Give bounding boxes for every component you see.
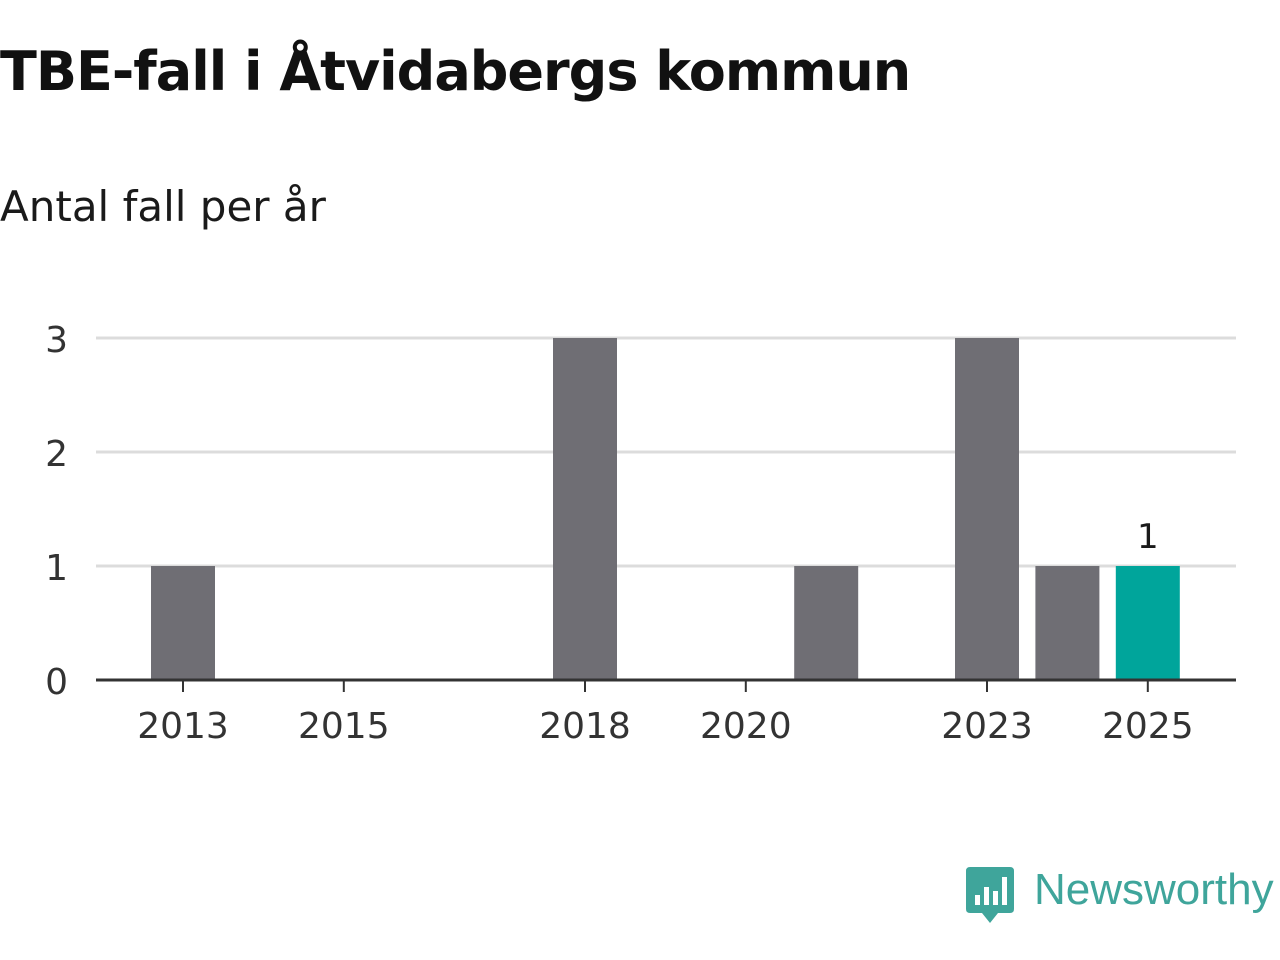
x-tick-label-2018: 2018 [539,706,631,747]
x-tick-label-2020: 2020 [700,706,792,747]
x-tick-label-2025: 2025 [1102,706,1194,747]
bar-2021 [794,566,859,680]
bar-2018 [553,338,617,680]
newsworthy-logo: Newsworthy [964,864,1274,928]
newsworthy-logo-icon [966,867,1014,923]
y-tick-label-0: 0 [45,662,68,703]
bar-2024 [1035,566,1100,680]
gridlines [96,336,1236,568]
chart-title: TBE-fall i Åtvidabergs kommun [0,40,911,103]
x-tick-label-2015: 2015 [298,706,390,747]
x-tick-label-2023: 2023 [941,706,1033,747]
newsworthy-logo-text: Newsworthy [1034,865,1274,914]
bars [151,338,1180,680]
x-axis-ticks: 2013 2015 2018 2020 2023 2025 [137,680,1194,747]
bar-chart: 0 1 2 3 2013 2015 2018 2020 2023 2025 1 [45,320,1236,747]
bar-2025 [1115,566,1180,680]
bar-2013 [151,566,215,680]
y-tick-label-2: 2 [45,434,68,475]
chart-subtitle: Antal fall per år [0,182,326,231]
x-tick-label-2013: 2013 [137,706,229,747]
data-label-2025: 1 [1137,517,1159,557]
data-labels: 1 [1137,517,1159,557]
bar-2023 [955,338,1019,680]
y-tick-label-1: 1 [45,548,68,589]
y-axis-labels: 0 1 2 3 [45,320,68,703]
y-tick-label-3: 3 [45,320,68,361]
